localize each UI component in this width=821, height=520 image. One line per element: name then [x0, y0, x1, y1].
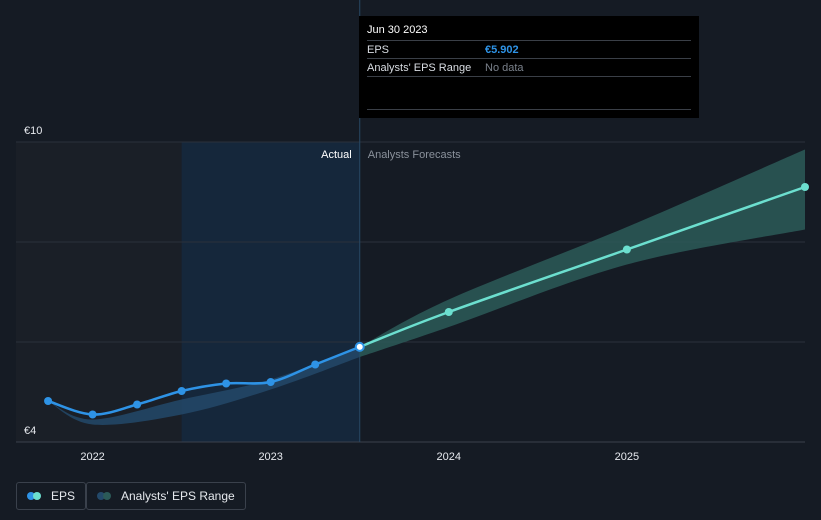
- eps-point: [266, 378, 275, 386]
- y-tick-label: €4: [24, 425, 36, 437]
- x-tick-label: 2023: [258, 451, 282, 463]
- eps-point: [44, 397, 53, 405]
- range-swatch-icon: [97, 492, 113, 500]
- eps-point: [133, 400, 142, 409]
- tooltip-divider: [367, 109, 691, 110]
- past-region: [16, 142, 182, 442]
- eps-forecast-line: [359, 185, 806, 349]
- range-band-forecast: [359, 149, 805, 357]
- tooltip-range-row: Analysts' EPS Range No data: [367, 58, 691, 76]
- tooltip: Jun 30 2023 EPS €5.902 Analysts' EPS Ran…: [359, 16, 699, 118]
- forecast-label: Analysts Forecasts: [368, 149, 461, 161]
- actual-label: Actual: [321, 149, 352, 161]
- tooltip-eps-row: EPS €5.902: [367, 40, 691, 58]
- eps-swatch-icon: [27, 492, 43, 500]
- eps-forecast-point: [444, 308, 453, 316]
- tooltip-range-label: Analysts' EPS Range: [367, 61, 472, 74]
- tooltip-spacer: [367, 76, 691, 109]
- eps-point: [88, 410, 97, 419]
- eps-point: [311, 360, 320, 369]
- eps-chart: Actual Analysts Forecasts €10 €4 2022 2023 202…: [16, 0, 809, 463]
- legend-range-label: Analysts' EPS Range: [121, 489, 235, 503]
- tooltip-date: Jun 30 2023: [367, 24, 428, 36]
- legend-eps[interactable]: EPS: [16, 482, 87, 510]
- legend-eps-label: EPS: [51, 489, 76, 503]
- eps-point: [222, 379, 231, 388]
- eps-forecast-point: [622, 245, 631, 254]
- tooltip-range-value: No data: [485, 61, 524, 74]
- eps-forecast-point: [801, 183, 809, 191]
- actual-region: [181, 142, 360, 442]
- x-tick-label: 2022: [80, 451, 104, 463]
- range-band-past: [48, 346, 360, 425]
- eps-point: [177, 387, 186, 395]
- x-tick-label: 2025: [615, 451, 639, 463]
- legend-analysts-range[interactable]: Analysts' EPS Range: [86, 482, 246, 510]
- tooltip-eps-label: EPS: [367, 43, 390, 56]
- eps-highlight-point: [354, 341, 365, 352]
- tooltip-eps-value: €5.902: [485, 43, 519, 56]
- y-tick-label: €10: [24, 125, 42, 137]
- x-tick-label: 2024: [437, 451, 461, 463]
